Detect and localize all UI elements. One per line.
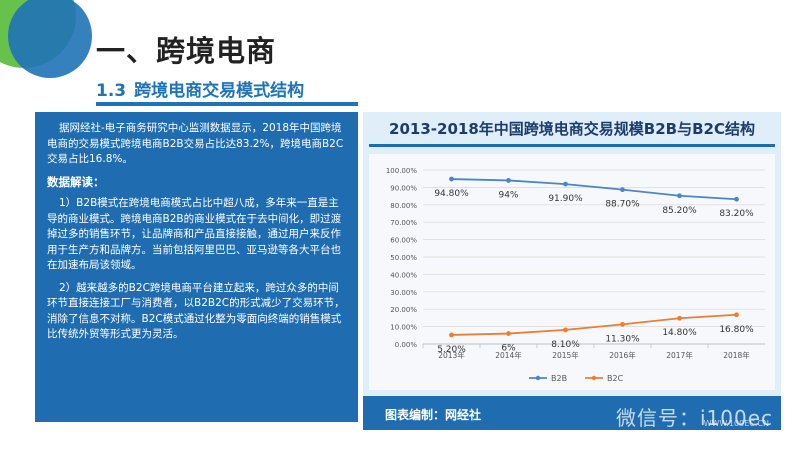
y-tick-label: 90.00% (390, 184, 417, 192)
data-label-b2b: 83.20% (719, 209, 754, 219)
section-subtitle: 1.3 跨境电商交易模式结构 (96, 76, 304, 101)
website-watermark: WWW.100EC.CN (703, 419, 769, 428)
x-tick-label: 2016年 (609, 350, 636, 360)
data-point-b2c (449, 332, 454, 338)
legend-marker-b2b (535, 375, 541, 381)
x-tick-label: 2013年 (438, 350, 465, 360)
data-point-b2c (506, 331, 511, 336)
chart-source-label: 图表编制：网经社 (385, 408, 482, 422)
series-line-b2c (451, 313, 737, 336)
data-label-b2c: 14.80% (662, 328, 697, 338)
data-point-b2c (734, 312, 739, 318)
y-tick-label: 60.00% (390, 237, 417, 245)
legend-marker-b2c (591, 375, 597, 381)
y-tick-label: 100.00% (386, 167, 417, 175)
series-line-b2b (451, 178, 737, 201)
wechat-watermark: 微信号：i100ec (615, 406, 773, 430)
chart-footer: 图表编制：网经社 微信号：i100ec WWW.100EC.CN (363, 396, 781, 430)
y-tick-label: 40.00% (390, 271, 417, 279)
chart-title: 2013-2018年中国跨境电商交易规模B2B与B2C结构 (389, 120, 755, 138)
data-point-b2b (563, 181, 568, 187)
section-subtitle-text: 跨境电商交易模式结构 (134, 81, 305, 101)
decorative-blue-circle (8, 0, 92, 78)
y-tick-label: 0.00% (395, 341, 418, 349)
section-number: 1.3 (96, 81, 127, 101)
data-label-b2b: 88.70% (605, 200, 640, 210)
chart-title-rule (369, 144, 775, 147)
data-point-b2c (563, 327, 568, 333)
y-tick-label: 20.00% (390, 306, 417, 314)
data-label-b2c: 6% (501, 344, 516, 354)
data-label-b2b: 85.20% (662, 206, 697, 216)
chart-area: 0.00% 10.00% 20.00% 30.00% 40.00% 50.00% 60.00… (369, 154, 775, 390)
data-point-b2b (734, 196, 739, 202)
data-label-b2b: 91.90% (548, 194, 583, 204)
data-label-b2b: 94% (498, 190, 518, 200)
interpretation-heading: 数据解读： (47, 174, 105, 189)
y-tick-label: 50.00% (390, 254, 417, 262)
intro-paragraph: 据网经社-电子商务研究中心监测数据显示，2018年中国跨境电商的交易模式跨境电商… (47, 122, 344, 165)
y-tick-label: 80.00% (390, 202, 417, 210)
line-chart: 0.00% 10.00% 20.00% 30.00% 40.00% 50.00% 60.00… (386, 167, 765, 383)
data-point-b2b (677, 193, 682, 199)
data-point-b2b (506, 178, 511, 183)
legend-label-b2b: B2B (551, 374, 567, 383)
y-tick-label: 30.00% (390, 289, 417, 297)
data-label-b2c: 5.20% (437, 345, 466, 355)
page-title: 一、跨境电商 (96, 34, 277, 68)
x-tick-label: 2015年 (552, 350, 579, 360)
data-point-b2c (677, 315, 682, 321)
legend-label-b2c: B2C (607, 374, 624, 383)
data-point-b2b (449, 176, 454, 182)
data-label-b2c: 16.80% (719, 325, 754, 335)
x-tick-label: 2014年 (495, 350, 522, 360)
data-label-b2c: 8.10% (551, 340, 580, 350)
subtitle-underline (96, 102, 358, 106)
y-tick-label: 10.00% (390, 324, 417, 332)
data-point-b2c (620, 321, 625, 327)
interpretation-point-2: 2）越来越多的B2C跨境电商平台建立起来，跨过众多的中间环节直接连接工厂与消费者… (47, 281, 345, 341)
data-label-b2b: 94.80% (434, 189, 469, 199)
x-tick-label: 2018年 (723, 350, 750, 360)
data-label-b2c: 11.30% (605, 334, 640, 344)
y-tick-label: 70.00% (390, 219, 417, 227)
text-panel: 据网经社-电子商务研究中心监测数据显示，2018年中国跨境电商的交易模式跨境电商… (35, 112, 358, 422)
data-point-b2b (620, 187, 625, 193)
chart-panel: 2013-2018年中国跨境电商交易规模B2B与B2C结构 0.00% 10.00… (363, 112, 781, 430)
x-tick-label: 2017年 (666, 350, 693, 360)
interpretation-point-1: 1）B2B模式在跨境电商模式占比中超八成，多年来一直是主导的商业模式。跨境电商B… (47, 197, 342, 271)
